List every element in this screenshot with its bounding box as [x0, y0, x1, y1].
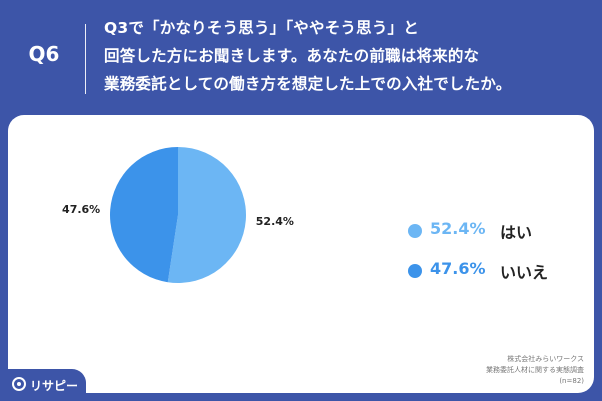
source-note: 株式会社みらいワークス 業務委託人材に関する実態調査 (n=82)	[486, 354, 584, 387]
pie-chart: 52.4% 47.6%	[62, 147, 294, 283]
legend-dot-no	[408, 264, 422, 278]
brand-name: リサピー	[30, 379, 79, 393]
pie-slice-yes	[167, 147, 246, 283]
question-line-1: Q3で「かなりそう思う」「ややそう思う」と	[104, 19, 419, 37]
question-line-3: 業務委託としての働き方を想定した上での入社でしたか。	[104, 75, 512, 93]
legend-label-yes: はい	[500, 223, 533, 242]
slice-label-no: 47.6%	[62, 203, 100, 216]
legend-value-no: 47.6%	[430, 259, 486, 278]
source-sample-size: (n=82)	[559, 377, 584, 385]
location-pin-icon	[12, 377, 26, 391]
question-text: Q3で「かなりそう思う」「ややそう思う」と 回答した方にお聞きします。あなたの前…	[104, 14, 590, 98]
legend-value-yes: 52.4%	[430, 219, 486, 238]
source-company: 株式会社みらいワークス	[507, 355, 584, 363]
legend-dot-yes	[408, 224, 422, 238]
question-header: Q6 Q3で「かなりそう思う」「ややそう思う」と 回答した方にお聞きします。あな…	[0, 0, 602, 112]
question-line-2: 回答した方にお聞きします。あなたの前職は将来的な	[104, 47, 480, 65]
chart-panel: 52.4% 47.6% 52.4% はい 47.6% いいえ 株式会社みらいワー…	[8, 115, 594, 393]
legend-label-no: いいえ	[500, 263, 549, 282]
source-survey: 業務委託人材に関する実態調査	[486, 366, 584, 374]
header-divider	[85, 24, 86, 94]
slice-label-yes: 52.4%	[256, 215, 294, 228]
pie-slice-no	[110, 147, 178, 283]
brand-logo: リサピー	[0, 369, 86, 401]
question-number: Q6	[28, 42, 60, 66]
